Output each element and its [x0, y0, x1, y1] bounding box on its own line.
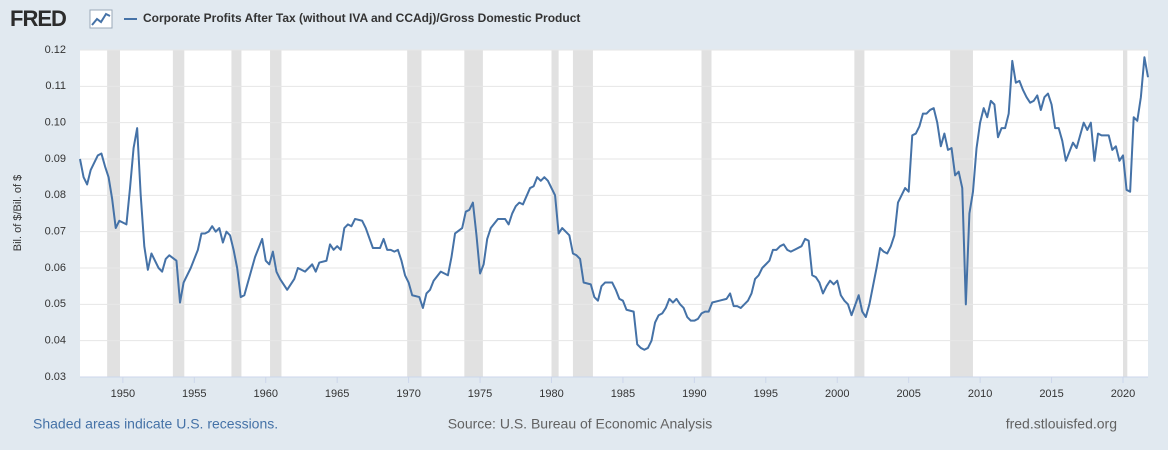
recession-note: Shaded areas indicate U.S. recessions.: [33, 416, 278, 432]
recession-band: [1122, 50, 1128, 377]
x-tick-label: 2015: [1039, 388, 1063, 400]
y-tick-label: 0.05: [45, 298, 66, 310]
y-tick-label: 0.10: [45, 117, 66, 129]
x-tick-label: 1965: [325, 388, 349, 400]
y-tick-label: 0.06: [45, 262, 66, 274]
x-tick-label: 1950: [111, 388, 135, 400]
site-link[interactable]: fred.stlouisfed.org: [1006, 416, 1117, 432]
y-tick-label: 0.03: [45, 371, 66, 383]
recession-band: [407, 50, 422, 377]
recession-band: [950, 50, 973, 377]
x-tick-label: 2000: [825, 388, 849, 400]
y-tick-label: 0.12: [45, 44, 66, 56]
y-tick-label: 0.07: [45, 226, 66, 238]
recession-band: [172, 50, 185, 377]
x-tick-label: 1955: [182, 388, 206, 400]
logo-icon: [89, 9, 113, 29]
recession-band: [270, 50, 282, 377]
source: Source: U.S. Bureau of Economic Analysis: [448, 416, 713, 432]
recession-band: [854, 50, 865, 377]
x-tick-label: 1975: [468, 388, 492, 400]
logo[interactable]: FRED: [10, 6, 67, 31]
recession-band: [572, 50, 593, 377]
recession-band: [231, 50, 242, 377]
x-tick-label: 1990: [682, 388, 706, 400]
x-tick-label: 2020: [1111, 388, 1135, 400]
y-tick-label: 0.08: [45, 189, 66, 201]
recession-band: [551, 50, 559, 377]
x-tick-label: 1970: [396, 388, 420, 400]
y-tick-label: 0.04: [45, 335, 66, 347]
x-tick-label: 1995: [754, 388, 778, 400]
data-line: [79, 56, 1149, 351]
x-tick-label: 1960: [253, 388, 277, 400]
x-tick-label: 2010: [968, 388, 992, 400]
legend-label: Corporate Profits After Tax (without IVA…: [143, 11, 580, 25]
x-tick-label: 2005: [896, 388, 920, 400]
y-axis-label: Bil. of $/Bil. of $: [12, 175, 24, 251]
y-tick-label: 0.09: [45, 153, 66, 165]
recession-band: [701, 50, 712, 377]
y-tick-label: 0.11: [45, 80, 66, 92]
x-tick-label: 1985: [611, 388, 635, 400]
x-tick-label: 1980: [539, 388, 563, 400]
